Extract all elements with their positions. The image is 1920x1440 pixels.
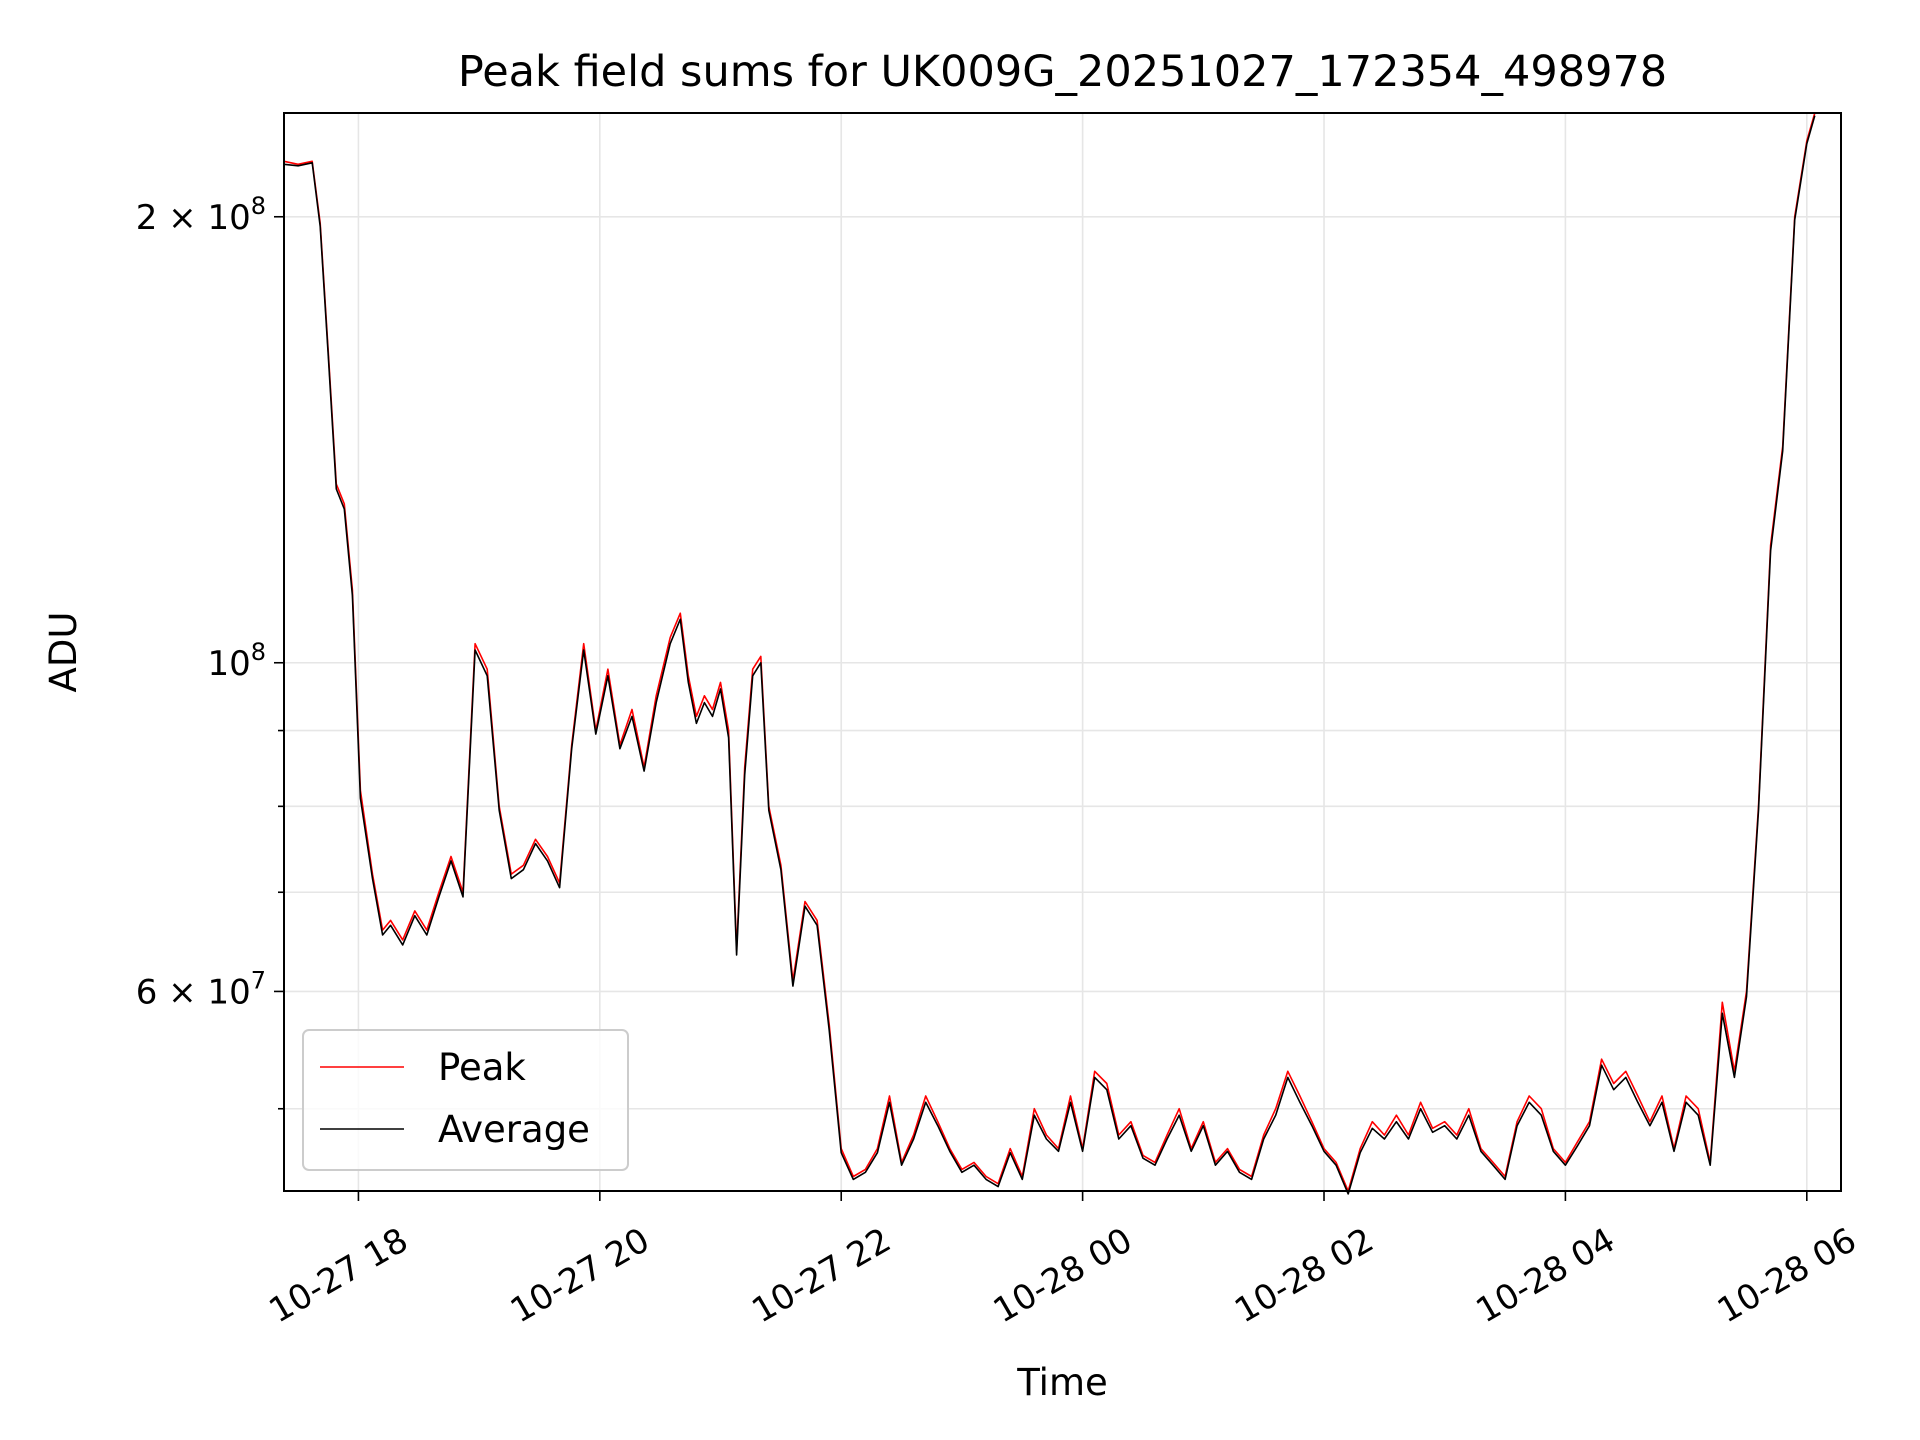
y-tick-label: 2 × 108 (136, 192, 266, 238)
series-line-peak (283, 112, 1816, 1192)
legend: Peak Average (302, 1029, 629, 1171)
chart-title: Peak field sums for UK009G_20251027_1723… (458, 47, 1667, 97)
x-axis-label: Time (1016, 1361, 1108, 1404)
y-axis-label: ADU (42, 612, 85, 693)
plot-frame (283, 112, 1842, 1192)
legend-label-peak: Peak (438, 1046, 526, 1089)
y-axis-ticks: 2 × 108 108 6 × 107 (136, 192, 284, 1110)
series-line-average (283, 115, 1816, 1195)
legend-label-average: Average (438, 1108, 590, 1151)
series-layer (283, 112, 1816, 1195)
y-tick-label: 108 (207, 638, 266, 684)
legend-box (302, 1029, 629, 1171)
grid (284, 113, 1841, 1191)
y-tick-label: 6 × 107 (136, 966, 266, 1012)
